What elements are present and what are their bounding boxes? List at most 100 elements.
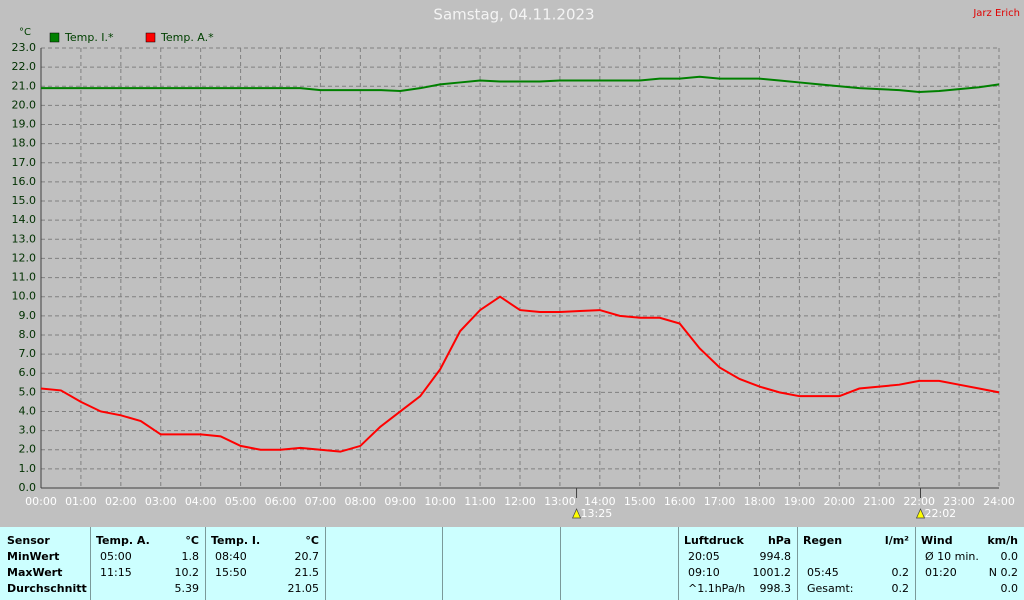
x-tick-label: 24:00 <box>983 495 1015 508</box>
x-tick-label: 19:00 <box>784 495 816 508</box>
y-tick-label: 13.0 <box>12 232 37 245</box>
y-tick-label: 17.0 <box>12 156 37 169</box>
column-separator <box>325 527 326 600</box>
annotation-icon <box>572 508 582 519</box>
y-tick-label: 15.0 <box>12 194 37 207</box>
table-header: Sensor <box>7 534 50 547</box>
y-tick-label: 20.0 <box>12 98 37 111</box>
column-unit: l/m² <box>884 534 909 547</box>
y-tick-label: 5.0 <box>19 385 37 398</box>
column-separator <box>797 527 798 600</box>
x-tick-label: 09:00 <box>384 495 416 508</box>
y-tick-label: 16.0 <box>12 175 37 188</box>
column-separator <box>90 527 91 600</box>
legend-label: Temp. A.* <box>160 31 214 44</box>
column-header: Wind <box>921 534 953 547</box>
column-separator <box>560 527 561 600</box>
cell-value: 5.39 <box>174 582 200 595</box>
column-unit: km/h <box>987 534 1018 547</box>
cell-time: Gesamt: <box>807 582 854 595</box>
x-tick-label: 04:00 <box>185 495 217 508</box>
row-label: MinWert <box>7 550 60 563</box>
cell-value: 1.8 <box>181 550 200 563</box>
cell-value: 21.05 <box>287 582 320 595</box>
data-line <box>41 75 1000 94</box>
x-tick-label: 02:00 <box>105 495 137 508</box>
cell-value: 998.3 <box>759 582 792 595</box>
x-tick-label: 18:00 <box>744 495 776 508</box>
x-tick-label: 23:00 <box>943 495 975 508</box>
cell-time: 09:10 <box>688 566 720 579</box>
cell-time: 08:40 <box>215 550 247 563</box>
cell-value: 1001.2 <box>752 566 792 579</box>
cell-time: Ø 10 min. <box>925 550 979 563</box>
column-header: Temp. A. <box>96 534 150 547</box>
cell-time: 11:15 <box>100 566 132 579</box>
annotation-icon <box>915 508 926 519</box>
x-tick-label: 13:00 <box>544 495 576 508</box>
y-tick-label: 8.0 <box>19 328 37 341</box>
x-tick-label: 11:00 <box>464 495 496 508</box>
column-header: Regen <box>803 534 843 547</box>
y-tick-label: 18.0 <box>12 137 37 150</box>
column-unit: °C <box>185 534 199 547</box>
x-tick-label: 16:00 <box>664 495 696 508</box>
x-tick-label: 20:00 <box>823 495 855 508</box>
x-tick-label: 22:00 <box>903 495 935 508</box>
cell-time: 15:50 <box>215 566 247 579</box>
chart: Samstag, 04.11.2023 Jarz Erich °C 0.0 1.0… <box>12 6 1021 521</box>
cell-value: N 0.2 <box>988 566 1018 579</box>
y-axis-label: °C <box>19 27 31 38</box>
y-tick-label: 3.0 <box>19 424 37 437</box>
x-tick-label: 05:00 <box>225 495 257 508</box>
x-tick-label: 17:00 <box>704 495 736 508</box>
author: Jarz Erich <box>972 8 1020 19</box>
y-tick-label: 14.0 <box>12 213 37 226</box>
y-tick-label: 6.0 <box>19 366 37 379</box>
cell-value: 0.0 <box>1000 582 1019 595</box>
x-tick-label: 01:00 <box>65 495 97 508</box>
cell-value: 994.8 <box>759 550 792 563</box>
x-tick-label: 06:00 <box>265 495 297 508</box>
column-unit: °C <box>305 534 319 547</box>
x-tick-label: 12:00 <box>504 495 536 508</box>
row-label: Durchschnitt <box>7 582 87 595</box>
cell-value: 0.2 <box>891 566 910 579</box>
y-tick-label: 10.0 <box>12 290 37 303</box>
column-header: Temp. I. <box>211 534 261 547</box>
annotation-label: 13:25 <box>581 507 613 520</box>
cell-value: 21.5 <box>294 566 320 579</box>
legend-swatch <box>145 32 156 43</box>
data-line <box>40 295 1000 453</box>
y-tick-label: 7.0 <box>19 347 37 360</box>
cell-value: 0.2 <box>891 582 910 595</box>
y-tick-label: 23.0 <box>12 41 37 54</box>
y-tick-label: 1.0 <box>19 462 37 475</box>
cell-time: ^1.1hPa/h <box>688 582 746 595</box>
column-separator <box>678 527 679 600</box>
y-tick-label: 21.0 <box>12 79 37 92</box>
legend-label: Temp. I.* <box>64 31 114 44</box>
x-tick-label: 08:00 <box>344 495 376 508</box>
x-tick-label: 14:00 <box>584 495 616 508</box>
cell-time: 05:00 <box>100 550 132 563</box>
chart-title: Samstag, 04.11.2023 <box>433 6 594 24</box>
cell-value: 10.2 <box>174 566 200 579</box>
cell-time: 01:20 <box>925 566 957 579</box>
column-header: Luftdruck <box>684 534 744 547</box>
cell-value: 20.7 <box>294 550 320 563</box>
x-tick-label: 21:00 <box>863 495 895 508</box>
y-tick-label: 0.0 <box>19 481 37 494</box>
y-tick-label: 4.0 <box>19 404 37 417</box>
cell-time: 20:05 <box>688 550 720 563</box>
column-separator <box>915 527 916 600</box>
x-tick-label: 07:00 <box>305 495 337 508</box>
x-tick-label: 15:00 <box>624 495 656 508</box>
y-tick-label: 22.0 <box>12 60 37 73</box>
cell-time: 05:45 <box>807 566 839 579</box>
column-separator <box>205 527 206 600</box>
column-unit: hPa <box>767 534 791 547</box>
x-tick-label: 00:00 <box>25 495 57 508</box>
y-tick-label: 2.0 <box>19 443 37 456</box>
